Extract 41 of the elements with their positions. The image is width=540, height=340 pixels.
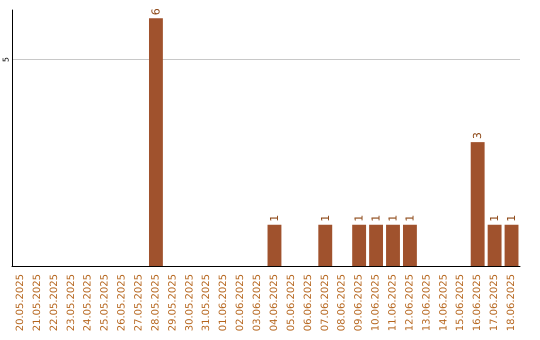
x-tick-label: 05.06.2025 <box>286 274 297 332</box>
x-tick-label: 24.05.2025 <box>82 274 94 332</box>
data-label: 1 <box>386 214 400 222</box>
x-tick-label: 20.05.2025 <box>14 274 26 332</box>
x-tick-label: 10.06.2025 <box>370 274 382 332</box>
y-tick-label: 5 <box>2 57 10 62</box>
x-tick-label: 08.06.2025 <box>336 274 348 332</box>
x-tick-label: 25.05.2025 <box>100 274 111 332</box>
x-tick-label: 04.06.2025 <box>268 274 280 332</box>
x-tick-label: 06.06.2025 <box>302 274 314 332</box>
x-tick-label: 16.06.2025 <box>472 274 484 332</box>
x-tick-label: 21.05.2025 <box>32 274 43 332</box>
x-tick-label: 02.06.2025 <box>235 274 246 332</box>
x-tick-label: 14.06.2025 <box>438 274 450 332</box>
x-tick-label: 29.05.2025 <box>167 274 178 332</box>
x-tick-label: 17.06.2025 <box>489 274 500 332</box>
data-label: 1 <box>488 214 502 222</box>
x-tick-label: 12.06.2025 <box>404 274 416 332</box>
data-label: 1 <box>370 214 383 222</box>
data-label: 1 <box>352 214 366 222</box>
data-label: 3 <box>471 132 484 140</box>
x-tick-label: 31.05.2025 <box>201 274 212 332</box>
x-tick-label: 22.05.2025 <box>48 274 60 332</box>
x-tick-label: 27.05.2025 <box>134 274 144 332</box>
data-label: 1 <box>403 214 416 222</box>
x-tick-label: 18.06.2025 <box>506 274 518 332</box>
x-tick-label: 01.06.2025 <box>218 274 230 332</box>
x-tick-label: 07.06.2025 <box>320 274 331 332</box>
x-tick-label: 03.06.2025 <box>252 274 264 332</box>
data-label: 1 <box>505 214 518 222</box>
x-tick-label: 28.05.2025 <box>150 274 162 332</box>
x-tick-label: 13.06.2025 <box>421 274 432 332</box>
data-label: 1 <box>268 214 281 222</box>
x-tick-label: 15.06.2025 <box>455 274 466 332</box>
data-label: 6 <box>149 8 162 16</box>
x-tick-label: 23.05.2025 <box>66 274 77 332</box>
x-tick-label: 26.05.2025 <box>116 274 128 332</box>
data-label: 1 <box>318 214 332 222</box>
x-tick-label: 09.06.2025 <box>354 274 365 332</box>
x-tick-label: 30.05.2025 <box>184 274 196 332</box>
x-tick-label: 11.06.2025 <box>388 274 398 332</box>
